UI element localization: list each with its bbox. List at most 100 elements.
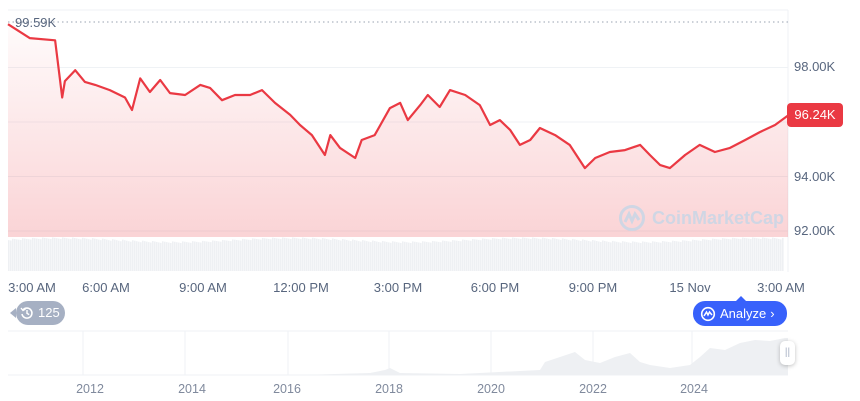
- volume-bar: [614, 241, 616, 271]
- volume-bar: [408, 242, 410, 271]
- volume-bar: [156, 241, 158, 271]
- volume-bar: [314, 238, 316, 271]
- volume-bar: [646, 242, 648, 271]
- analyze-button[interactable]: Analyze ›: [693, 296, 787, 326]
- volume-bar: [420, 242, 422, 271]
- volume-bar: [230, 241, 232, 271]
- volume-bar: [528, 238, 530, 271]
- volume-bar: [150, 242, 152, 271]
- volume-bar: [346, 240, 348, 271]
- volume-bar: [152, 241, 154, 271]
- volume-bar: [338, 240, 340, 271]
- volume-bar: [542, 237, 544, 271]
- volume-bar: [450, 241, 452, 271]
- volume-bar: [416, 242, 418, 271]
- volume-bar: [404, 241, 406, 271]
- volume-bar: [72, 237, 74, 271]
- volume-bar: [490, 239, 492, 271]
- volume-bar: [38, 238, 40, 271]
- volume-bar: [18, 239, 20, 271]
- volume-bar: [388, 242, 390, 271]
- volume-bar: [426, 241, 428, 271]
- volume-bar: [64, 237, 66, 271]
- volume-bar: [430, 242, 432, 271]
- chevron-right-icon: ›: [770, 306, 775, 321]
- volume-bar: [596, 240, 598, 271]
- x-tick-label: 3:00 AM: [8, 280, 56, 295]
- volume-bar: [174, 241, 176, 271]
- volume-bar: [394, 241, 396, 271]
- volume-bar: [104, 239, 106, 271]
- volume-bar: [178, 242, 180, 271]
- volume-bar: [622, 241, 624, 271]
- volume-bar: [562, 238, 564, 271]
- volume-bar: [136, 241, 138, 271]
- volume-bar: [270, 239, 272, 271]
- volume-bar: [602, 240, 604, 271]
- volume-bar: [414, 241, 416, 271]
- volume-bar: [580, 240, 582, 271]
- volume-bar: [296, 238, 298, 271]
- volume-bar: [222, 239, 224, 271]
- volume-bar: [300, 239, 302, 271]
- volume-bar: [350, 241, 352, 271]
- volume-bar: [12, 238, 14, 271]
- history-badge[interactable]: 125: [10, 301, 65, 325]
- volume-bar: [254, 238, 256, 271]
- volume-bar: [558, 239, 560, 271]
- volume-bar: [242, 238, 244, 271]
- navigator-year-label: 2020: [477, 382, 505, 396]
- volume-bar: [402, 241, 404, 271]
- volume-bar: [232, 239, 234, 271]
- volume-bar: [776, 238, 778, 271]
- volume-bar: [218, 241, 220, 271]
- volume-bar: [176, 242, 178, 271]
- volume-bar: [24, 238, 26, 271]
- volume-bar: [292, 237, 294, 271]
- volume-bar: [740, 239, 742, 271]
- volume-bar: [532, 237, 534, 271]
- y-tick-label: 98.00K: [794, 59, 836, 74]
- volume-bar: [586, 240, 588, 271]
- volume-bar: [768, 238, 770, 271]
- volume-bar: [624, 241, 626, 271]
- volume-bar: [278, 238, 280, 271]
- volume-bar: [462, 239, 464, 271]
- navigator-drag-handle[interactable]: ||: [780, 341, 795, 365]
- volume-bar: [736, 238, 738, 271]
- volume-bar: [446, 241, 448, 271]
- volume-bar: [500, 239, 502, 271]
- volume-bar: [756, 238, 758, 271]
- y-tick-label: 92.00K: [794, 223, 836, 238]
- volume-bar: [620, 242, 622, 271]
- volume-bar: [188, 242, 190, 271]
- volume-bar: [264, 238, 266, 271]
- volume-bar: [380, 242, 382, 271]
- volume-bar: [262, 237, 264, 271]
- volume-bar: [134, 240, 136, 271]
- volume-bar: [716, 239, 718, 271]
- volume-bar: [10, 240, 12, 271]
- volume-bar: [154, 241, 156, 271]
- volume-bar: [684, 240, 686, 271]
- current-price-tag: 96.24K: [787, 103, 843, 127]
- volume-bar: [354, 240, 356, 271]
- volume-bar: [712, 238, 714, 271]
- volume-bar: [244, 239, 246, 271]
- volume-bar: [418, 242, 420, 271]
- volume-bar: [308, 238, 310, 271]
- volume-bar: [56, 238, 58, 271]
- volume-bar: [356, 240, 358, 271]
- volume-bar: [730, 239, 732, 271]
- volume-bar: [410, 242, 412, 271]
- volume-bar: [364, 240, 366, 271]
- volume-bar: [782, 237, 784, 271]
- volume-bar: [630, 242, 632, 271]
- volume-bar: [46, 238, 48, 271]
- volume-bar: [282, 237, 284, 271]
- volume-bar: [206, 241, 208, 271]
- volume-bar: [224, 240, 226, 271]
- volume-bar: [320, 239, 322, 271]
- volume-bar: [146, 241, 148, 271]
